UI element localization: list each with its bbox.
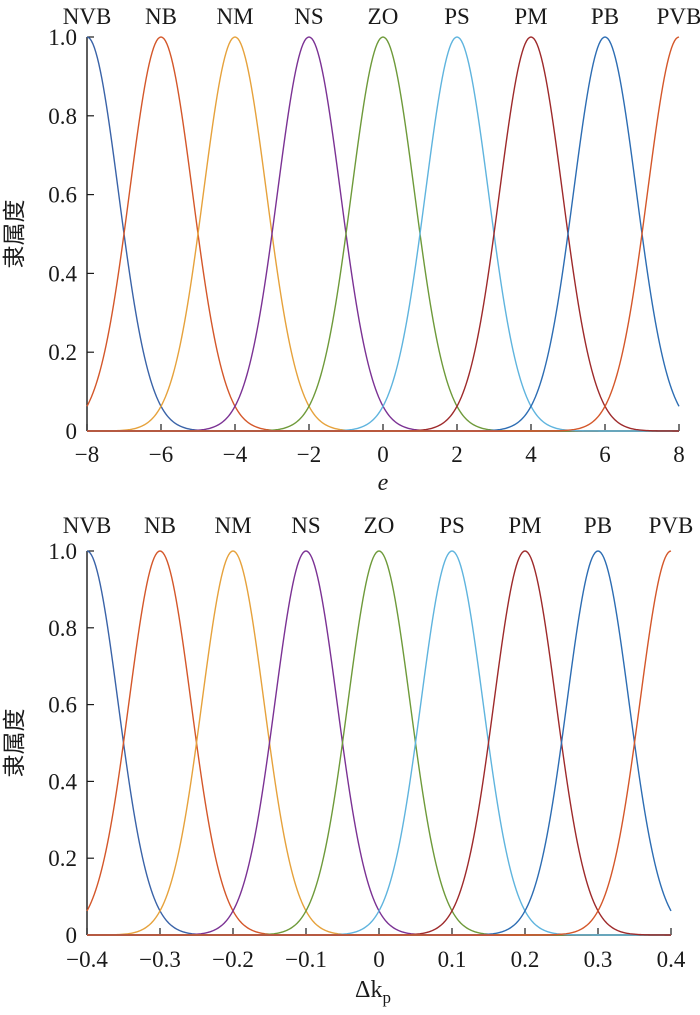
y-axis-label: 隶属度: [2, 709, 27, 778]
series-label-zo: ZO: [368, 4, 399, 29]
y-tick-label: 1.0: [48, 539, 77, 564]
x-axis-label: Δkp: [355, 977, 391, 1007]
y-tick-label: 0.2: [48, 340, 77, 365]
series-line-pvb: [87, 550, 672, 936]
y-tick-label: 0.4: [48, 769, 77, 794]
series-label-pvb: PVB: [649, 513, 694, 538]
series-label-pvb: PVB: [657, 4, 700, 29]
x-tick-label: −0.3: [139, 947, 181, 972]
x-axis-label-subscript: p: [382, 988, 391, 1007]
x-axis-label-symbol: Δk: [355, 977, 382, 1003]
x-tick-label: −0.4: [66, 947, 108, 972]
x-tick-label: 0: [373, 947, 385, 972]
series-label-ps: PS: [444, 4, 470, 29]
series-label-pm: PM: [514, 4, 547, 29]
series-label-nm: NM: [216, 4, 253, 29]
y-tick-label: 0.2: [48, 846, 77, 871]
series-label-nb: NB: [145, 4, 177, 29]
x-tick-label: 0.3: [584, 947, 613, 972]
series-label-zo: ZO: [364, 513, 395, 538]
y-tick-label: 0.8: [48, 104, 77, 129]
series-label-nm: NM: [214, 513, 251, 538]
series-label-ps: PS: [439, 513, 465, 538]
x-tick-label: 0.4: [657, 947, 686, 972]
series-line-ps: [87, 550, 671, 936]
series-line-nb: [86, 550, 671, 936]
series-line-ps: [87, 36, 679, 432]
series-line-zo: [87, 550, 671, 936]
x-tick-label: −8: [75, 442, 99, 467]
series-line-ns: [87, 36, 679, 432]
series-label-ns: NS: [294, 4, 323, 29]
y-tick-label: 0: [66, 419, 78, 444]
y-tick-label: 0.8: [48, 616, 77, 641]
x-tick-label: −0.1: [285, 947, 327, 972]
series-line-zo: [87, 36, 679, 432]
x-tick-label: 8: [673, 442, 685, 467]
series-line-pm: [87, 36, 679, 432]
series-label-pb: PB: [591, 4, 619, 29]
series-line-ns: [87, 550, 671, 936]
x-tick-label: −6: [149, 442, 173, 467]
x-tick-label: 2: [451, 442, 463, 467]
series-label-pm: PM: [508, 513, 541, 538]
y-tick-label: 0: [66, 923, 78, 948]
series-label-nb: NB: [144, 513, 176, 538]
x-tick-label: −4: [223, 442, 248, 467]
series-line-pvb: [87, 36, 680, 432]
y-tick-label: 0.6: [48, 693, 77, 718]
series-line-nb: [86, 36, 679, 432]
series-label-nvb: NVB: [63, 513, 112, 538]
chart-panel-1: 0 0.2 0.4 0.6 0.8 1.0 −8 −6 −4 −2 0 2 4 6 8 NVB NB NM NS ZO…: [2, 4, 700, 496]
x-tick-label: 0.2: [511, 947, 540, 972]
series-line-pm: [87, 550, 671, 936]
x-tick-label: 0: [377, 442, 389, 467]
y-tick-label: 0.6: [48, 183, 77, 208]
series-line-pb: [87, 36, 680, 432]
x-tick-label: 4: [525, 442, 537, 467]
series-line-nm: [87, 36, 679, 432]
series-line-pb: [87, 550, 672, 936]
series-line-nvb: [86, 550, 671, 936]
series-label-nvb: NVB: [63, 4, 112, 29]
x-axis-label: e: [378, 470, 389, 496]
x-tick-label: 6: [599, 442, 611, 467]
y-tick-label: 0.4: [48, 261, 77, 286]
x-tick-label: 0.1: [438, 947, 467, 972]
series-line-nm: [87, 550, 671, 936]
y-axis-label: 隶属度: [2, 200, 27, 269]
y-tick-label: 1.0: [48, 25, 77, 50]
x-tick-label: −2: [297, 442, 321, 467]
series-label-ns: NS: [291, 513, 320, 538]
series-label-pb: PB: [584, 513, 612, 538]
chart-panel-2: 0 0.2 0.4 0.6 0.8 1.0 −0.4 −0.3 −0.2 −0.1 0 0.1 0.2 0…: [2, 513, 693, 1007]
x-tick-label: −0.2: [212, 947, 254, 972]
series-line-nvb: [86, 36, 679, 432]
